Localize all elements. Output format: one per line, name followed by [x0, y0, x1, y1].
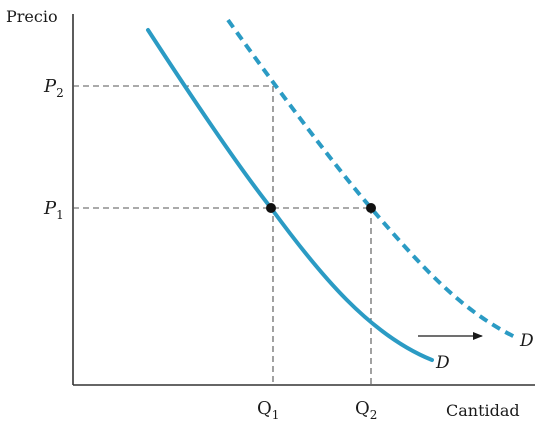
shifted-demand-label: D	[519, 331, 534, 351]
x-axis-title: Cantidad	[446, 401, 520, 420]
y-axis-title: Precio	[6, 7, 58, 26]
tick-label-q2: Q2	[355, 398, 377, 422]
point-q1-p1	[266, 203, 276, 213]
tick-label-p2: P2	[43, 76, 64, 100]
tick-label-p1: P1	[43, 198, 64, 222]
point-q2-p1	[366, 203, 376, 213]
original-demand-curve	[146, 28, 434, 362]
original-demand-label: D	[435, 353, 450, 373]
tick-label-q1: Q1	[257, 398, 279, 422]
